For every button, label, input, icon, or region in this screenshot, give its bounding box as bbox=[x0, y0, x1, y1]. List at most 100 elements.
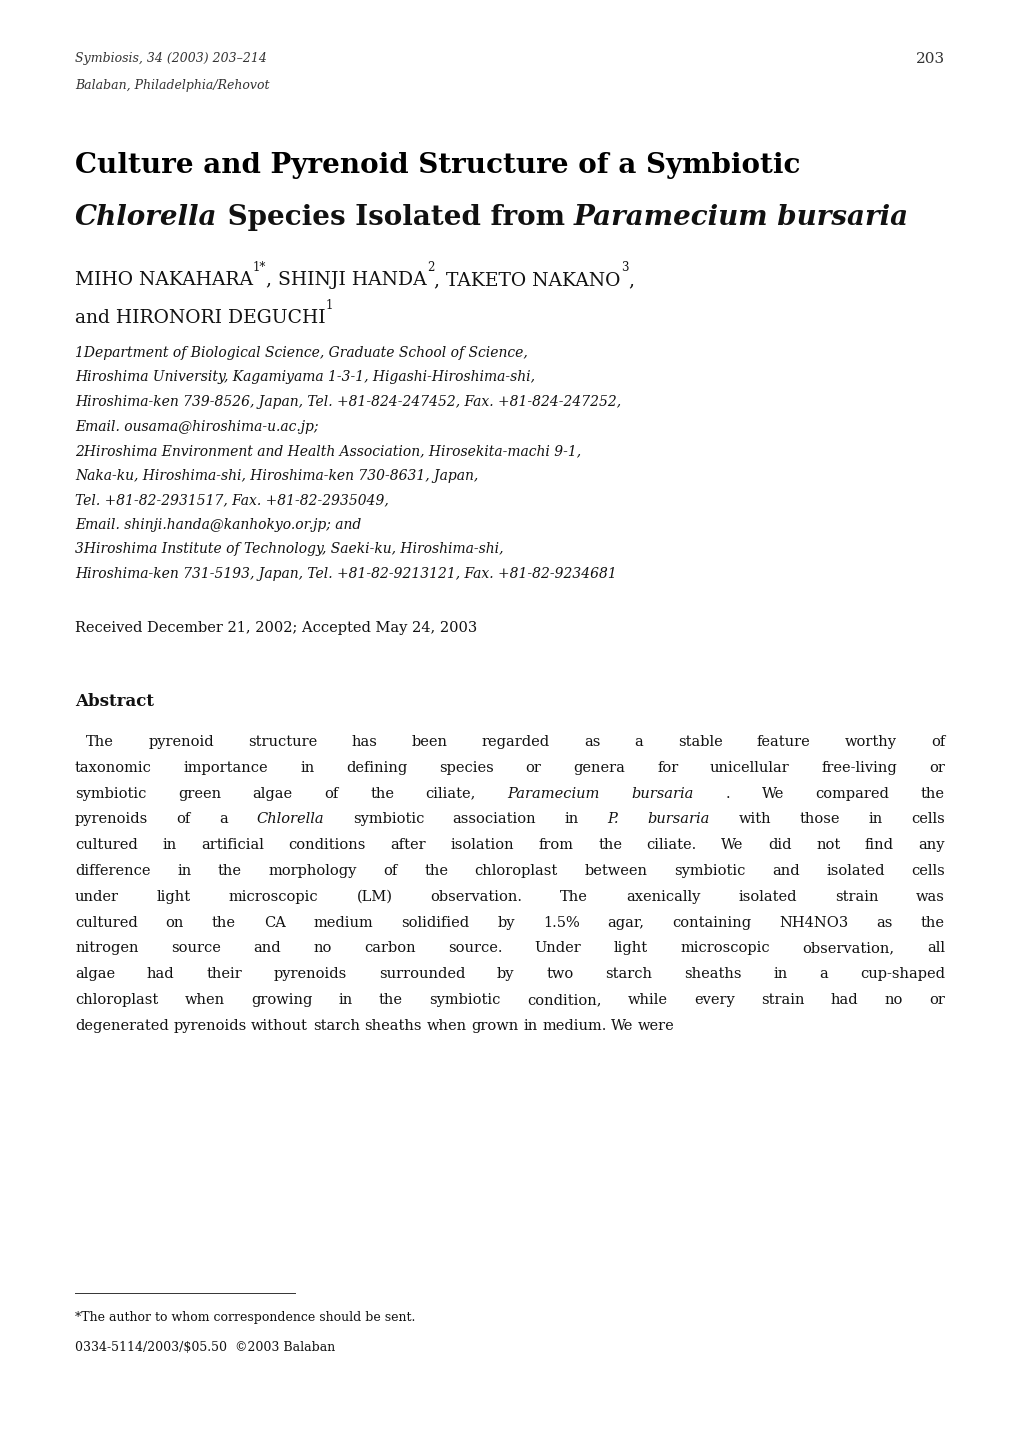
Text: Hiroshima University, Kagamiyama 1-3-1, Higashi-Hiroshima-shi,: Hiroshima University, Kagamiyama 1-3-1, … bbox=[75, 371, 535, 385]
Text: was: was bbox=[915, 890, 944, 904]
Text: sheaths: sheaths bbox=[364, 1019, 422, 1033]
Text: We: We bbox=[720, 839, 743, 853]
Text: when: when bbox=[426, 1019, 466, 1033]
Text: 1.5%: 1.5% bbox=[542, 916, 579, 930]
Text: on: on bbox=[165, 916, 183, 930]
Text: every: every bbox=[693, 993, 734, 1007]
Text: of: of bbox=[176, 813, 191, 826]
Text: unicellular: unicellular bbox=[709, 761, 789, 774]
Text: solidified: solidified bbox=[401, 916, 469, 930]
Text: Received December 21, 2002; Accepted May 24, 2003: Received December 21, 2002; Accepted May… bbox=[75, 621, 477, 635]
Text: 203: 203 bbox=[915, 52, 944, 66]
Text: the: the bbox=[379, 993, 403, 1007]
Text: in: in bbox=[565, 813, 579, 826]
Text: cup-shaped: cup-shaped bbox=[859, 967, 944, 982]
Text: the: the bbox=[212, 916, 235, 930]
Text: Chlorella: Chlorella bbox=[257, 813, 324, 826]
Text: after: after bbox=[390, 839, 426, 853]
Text: species: species bbox=[439, 761, 493, 774]
Text: in: in bbox=[338, 993, 353, 1007]
Text: algae: algae bbox=[253, 787, 292, 800]
Text: 1Department of Biological Science, Graduate School of Science,: 1Department of Biological Science, Gradu… bbox=[75, 346, 527, 361]
Text: of: of bbox=[930, 736, 944, 748]
Text: as: as bbox=[584, 736, 600, 748]
Text: the: the bbox=[424, 864, 447, 879]
Text: Culture and Pyrenoid Structure of a Symbiotic: Culture and Pyrenoid Structure of a Symb… bbox=[75, 152, 800, 179]
Text: CA: CA bbox=[264, 916, 285, 930]
Text: from: from bbox=[538, 839, 573, 853]
Text: cells: cells bbox=[910, 864, 944, 879]
Text: no: no bbox=[313, 942, 331, 956]
Text: starch: starch bbox=[604, 967, 652, 982]
Text: ciliate.: ciliate. bbox=[646, 839, 696, 853]
Text: pyrenoid: pyrenoid bbox=[148, 736, 214, 748]
Text: ciliate,: ciliate, bbox=[425, 787, 476, 800]
Text: pyrenoids: pyrenoids bbox=[173, 1019, 247, 1033]
Text: isolated: isolated bbox=[738, 890, 796, 904]
Text: light: light bbox=[157, 890, 191, 904]
Text: strain: strain bbox=[760, 993, 804, 1007]
Text: free-living: free-living bbox=[820, 761, 897, 774]
Text: cells: cells bbox=[910, 813, 944, 826]
Text: been: been bbox=[411, 736, 447, 748]
Text: the: the bbox=[920, 916, 944, 930]
Text: defining: defining bbox=[345, 761, 407, 774]
Text: Under: Under bbox=[534, 942, 581, 956]
Text: morphology: morphology bbox=[268, 864, 357, 879]
Text: in: in bbox=[162, 839, 176, 853]
Text: Paramecium: Paramecium bbox=[507, 787, 599, 800]
Text: a: a bbox=[219, 813, 228, 826]
Text: grown: grown bbox=[471, 1019, 518, 1033]
Text: symbiotic: symbiotic bbox=[75, 787, 147, 800]
Text: stable: stable bbox=[677, 736, 721, 748]
Text: P.: P. bbox=[607, 813, 619, 826]
Text: the: the bbox=[370, 787, 393, 800]
Text: NH4NO3: NH4NO3 bbox=[779, 916, 848, 930]
Text: The: The bbox=[86, 736, 114, 748]
Text: nitrogen: nitrogen bbox=[75, 942, 139, 956]
Text: bursaria: bursaria bbox=[647, 813, 709, 826]
Text: We: We bbox=[610, 1019, 633, 1033]
Text: not: not bbox=[815, 839, 840, 853]
Text: and: and bbox=[253, 942, 280, 956]
Text: observation.: observation. bbox=[430, 890, 522, 904]
Text: had: had bbox=[147, 967, 174, 982]
Text: source: source bbox=[171, 942, 220, 956]
Text: Symbiosis, 34 (2003) 203–214: Symbiosis, 34 (2003) 203–214 bbox=[75, 52, 267, 64]
Text: starch: starch bbox=[313, 1019, 360, 1033]
Text: , SHINJI HANDA: , SHINJI HANDA bbox=[266, 270, 427, 289]
Text: any: any bbox=[917, 839, 944, 853]
Text: under: under bbox=[75, 890, 119, 904]
Text: 0334-5114/2003/$05.50  ©2003 Balaban: 0334-5114/2003/$05.50 ©2003 Balaban bbox=[75, 1341, 335, 1354]
Text: pyrenoids: pyrenoids bbox=[273, 967, 346, 982]
Text: 2Hiroshima Environment and Health Association, Hirosekita-machi 9-1,: 2Hiroshima Environment and Health Associ… bbox=[75, 444, 581, 458]
Text: axenically: axenically bbox=[626, 890, 700, 904]
Text: and: and bbox=[771, 864, 799, 879]
Text: without: without bbox=[251, 1019, 308, 1033]
Text: condition,: condition, bbox=[527, 993, 601, 1007]
Text: while: while bbox=[627, 993, 667, 1007]
Text: growing: growing bbox=[251, 993, 312, 1007]
Text: chloroplast: chloroplast bbox=[75, 993, 158, 1007]
Text: Email. ousama@hiroshima-u.ac.jp;: Email. ousama@hiroshima-u.ac.jp; bbox=[75, 419, 318, 434]
Text: algae: algae bbox=[75, 967, 115, 982]
Text: .: . bbox=[725, 787, 730, 800]
Text: find: find bbox=[864, 839, 893, 853]
Text: green: green bbox=[177, 787, 221, 800]
Text: a: a bbox=[818, 967, 827, 982]
Text: or: or bbox=[928, 993, 944, 1007]
Text: importance: importance bbox=[183, 761, 268, 774]
Text: between: between bbox=[584, 864, 647, 879]
Text: sheaths: sheaths bbox=[684, 967, 741, 982]
Text: has: has bbox=[352, 736, 377, 748]
Text: a: a bbox=[634, 736, 643, 748]
Text: in: in bbox=[867, 813, 881, 826]
Text: the: the bbox=[218, 864, 242, 879]
Text: Chlorella: Chlorella bbox=[75, 205, 217, 230]
Text: as: as bbox=[876, 916, 893, 930]
Text: 2: 2 bbox=[427, 260, 434, 273]
Text: Email. shinji.handa@kanhokyo.or.jp; and: Email. shinji.handa@kanhokyo.or.jp; and bbox=[75, 518, 361, 531]
Text: for: for bbox=[656, 761, 678, 774]
Text: 3: 3 bbox=[621, 260, 628, 273]
Text: microscopic: microscopic bbox=[680, 942, 769, 956]
